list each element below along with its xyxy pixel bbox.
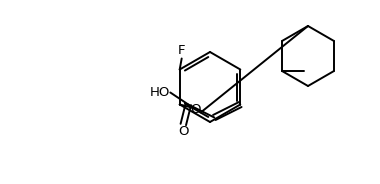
Text: HO: HO xyxy=(150,86,171,99)
Text: O: O xyxy=(190,103,201,116)
Text: F: F xyxy=(178,44,185,57)
Text: O: O xyxy=(178,125,188,138)
